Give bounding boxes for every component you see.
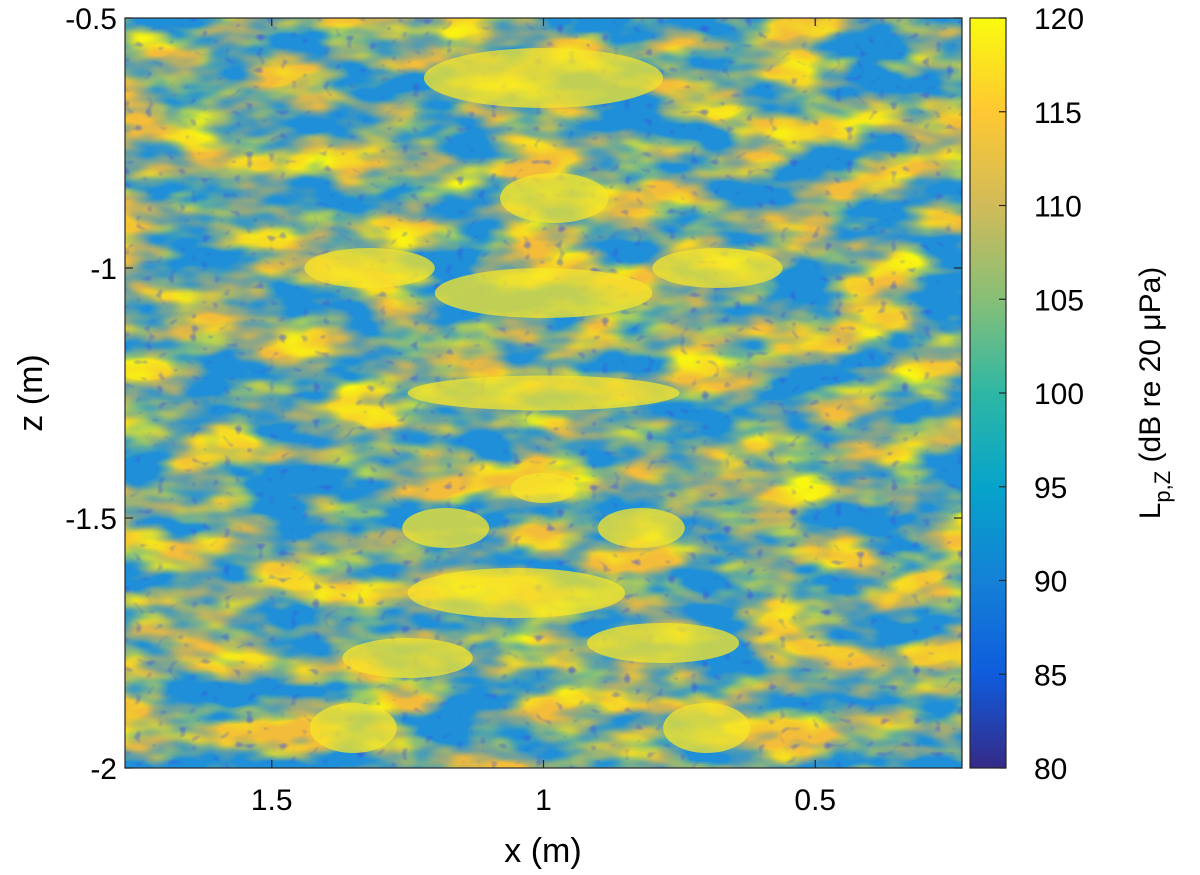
colorbar-tick-label: 80 — [1034, 753, 1067, 786]
y-tick-label: -1.5 — [65, 503, 117, 536]
y-tick-label: -2 — [90, 753, 117, 786]
field-lobe — [500, 173, 609, 223]
x-axis-label: x (m) — [504, 832, 581, 870]
field-lobe — [423, 48, 664, 108]
colorbar: 80 85 90 95 100 105 110 115 120 Lp,Z (dB re 20 μ… — [969, 3, 1175, 786]
colorbar-tick-label: 110 — [1034, 191, 1082, 224]
x-tick-label: 1.5 — [251, 784, 293, 817]
x-tick-label: 0.5 — [794, 784, 836, 817]
colorbar-tick-label: 95 — [1034, 472, 1067, 505]
field-lobe — [663, 703, 751, 753]
colorbar-label-sub: p,Z — [1150, 471, 1175, 503]
colorbar-tick-label: 90 — [1034, 566, 1067, 599]
field-lobe — [510, 473, 577, 503]
field-lobe — [402, 508, 490, 548]
colorbar-label: Lp,Z (dB re 20 μPa) — [1134, 267, 1175, 520]
heatmap-plot-area — [125, 18, 962, 768]
y-axis-label: z (m) — [12, 354, 50, 431]
colorbar-ticks: 80 85 90 95 100 105 110 115 120 — [999, 3, 1084, 786]
y-axis-ticks: -0.5 -1 -1.5 -2 — [65, 3, 962, 786]
colorbar-label-rest: (dB re 20 μPa) — [1134, 267, 1167, 471]
field-lobe — [434, 268, 653, 318]
colorbar-tick-label: 115 — [1034, 97, 1082, 130]
colorbar-tick-label: 105 — [1034, 284, 1084, 317]
field-lobe — [597, 508, 685, 548]
colorbar-tick-label: 85 — [1034, 659, 1067, 692]
field-lobe — [407, 375, 680, 411]
field-lobe — [309, 703, 397, 753]
field-lobe — [586, 623, 740, 663]
colorbar-tick-label: 120 — [1034, 3, 1084, 36]
y-tick-label: -1 — [90, 253, 117, 286]
colorbar-tick-label: 100 — [1034, 378, 1084, 411]
y-tick-label: -0.5 — [65, 3, 117, 36]
field-lobe — [652, 248, 783, 288]
x-axis-ticks: 1.5 1 0.5 — [251, 18, 836, 817]
heatmap-central-lobes — [304, 48, 783, 753]
field-lobe — [407, 568, 626, 618]
x-tick-label: 1 — [535, 784, 552, 817]
colorbar-label-main: L — [1134, 503, 1167, 520]
field-lobe — [342, 638, 473, 678]
field-lobe — [304, 248, 435, 288]
